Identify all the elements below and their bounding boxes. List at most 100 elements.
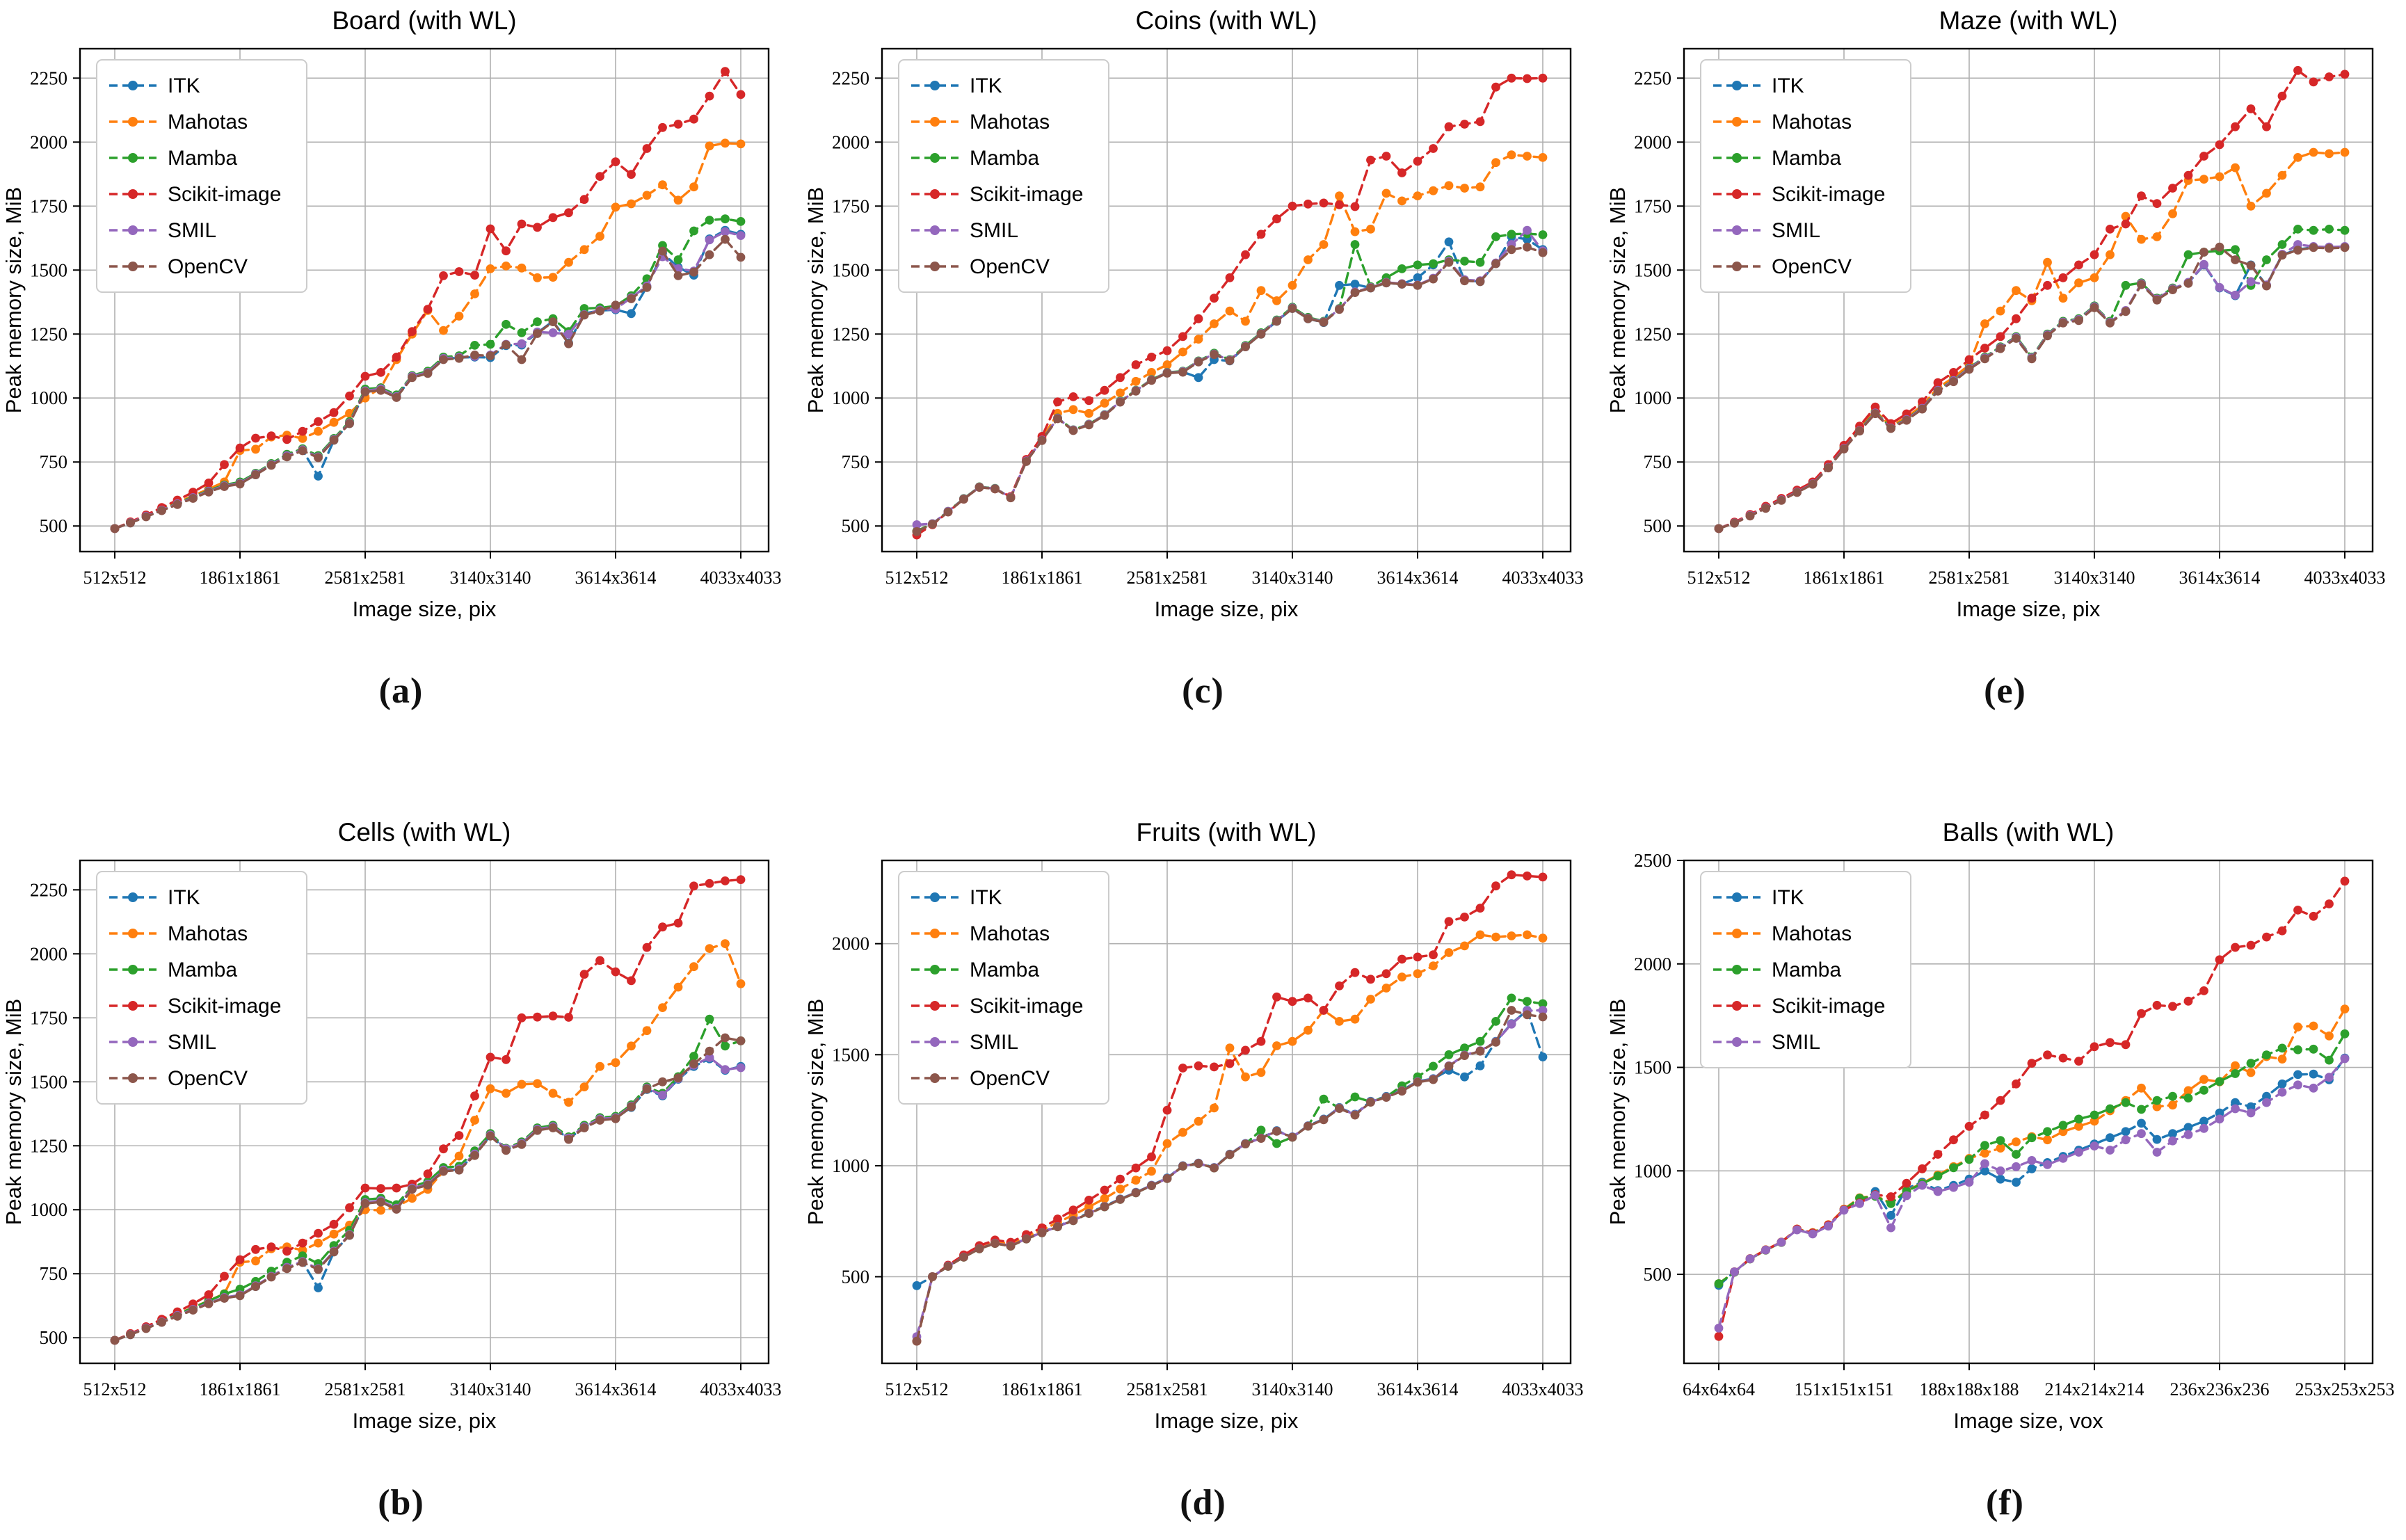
x-tick-label: 1861x1861 xyxy=(1002,568,1083,588)
x-axis-label: Image size, pix xyxy=(1155,1409,1299,1433)
y-axis-label: Peak memory size, MiB xyxy=(1605,187,1630,414)
axes-frame xyxy=(881,47,1572,553)
legend-marker-mahotas xyxy=(930,929,940,938)
legend-marker-mamba xyxy=(128,153,138,163)
y-tick-label: 1500 xyxy=(30,259,67,280)
y-tick-label: 2250 xyxy=(30,879,67,900)
x-tick-label: 512x512 xyxy=(885,568,949,588)
legend-marker-smil xyxy=(1732,225,1742,235)
legend-label-mahotas: Mahotas xyxy=(970,111,1050,134)
x-tick-label: 3614x3614 xyxy=(575,1379,657,1399)
legend-label-opencv: OpenCV xyxy=(970,1067,1050,1090)
legend-label-mahotas: Mahotas xyxy=(168,111,248,134)
caption-e: (e) xyxy=(1984,671,2026,711)
legend-label-mamba: Mamba xyxy=(1772,147,1841,170)
legend-label-mamba: Mamba xyxy=(970,959,1039,981)
x-tick-label: 2581x2581 xyxy=(1929,568,2010,588)
legend-marker-smil xyxy=(930,225,940,235)
series-opencv xyxy=(110,234,746,534)
y-tick-label: 1000 xyxy=(30,1199,67,1220)
legend-label-scikit-image: Scikit-image xyxy=(970,995,1083,1018)
y-tick-label: 1500 xyxy=(30,1071,67,1092)
y-tick-label: 1750 xyxy=(30,195,67,216)
chart-title: Balls (with WL) xyxy=(1943,818,2115,847)
axes-frame xyxy=(79,47,770,553)
y-tick-label: 1500 xyxy=(1634,259,1671,280)
axes-frame xyxy=(79,859,770,1365)
x-tick-label: 188x188x188 xyxy=(1920,1379,2019,1399)
y-axis-label: Peak memory size, MiB xyxy=(1605,999,1630,1226)
x-tick-label: 3140x3140 xyxy=(2054,568,2135,588)
x-tick-label: 3140x3140 xyxy=(450,1379,531,1399)
y-tick-label: 1250 xyxy=(1634,323,1671,344)
legend-label-opencv: OpenCV xyxy=(1772,255,1852,278)
y-tick-label: 500 xyxy=(842,1267,870,1288)
x-tick-label: 1861x1861 xyxy=(1002,1379,1083,1399)
legend-label-mamba: Mamba xyxy=(1772,959,1841,981)
x-tick-label: 3140x3140 xyxy=(1252,568,1333,588)
y-tick-label: 1500 xyxy=(832,1044,869,1065)
x-tick-label: 236x236x236 xyxy=(2170,1379,2270,1399)
x-tick-label: 2581x2581 xyxy=(1127,1379,1208,1399)
y-tick-label: 1000 xyxy=(1634,387,1671,408)
y-tick-label: 750 xyxy=(40,451,68,472)
chart-title: Cells (with WL) xyxy=(338,818,511,847)
legend: ITK Mahotas Mamba Scikit-image SMIL OpenCV xyxy=(898,871,1109,1105)
chart-canvas-cells: 512x512 1861x1861 2581x2581 3140x3140 3614x3… xyxy=(1,818,782,1433)
y-tick-label: 2500 xyxy=(1634,850,1671,871)
x-tick-label: 3140x3140 xyxy=(1252,1379,1333,1399)
y-tick-label: 500 xyxy=(1644,1264,1672,1285)
legend-marker-scikit-image xyxy=(930,189,940,199)
y-axis-label: Peak memory size, MiB xyxy=(803,999,828,1226)
series-opencv xyxy=(912,242,1548,536)
x-tick-label: 1861x1861 xyxy=(1804,568,1885,588)
legend-label-smil: SMIL xyxy=(168,219,216,242)
caption-a: (a) xyxy=(378,671,424,711)
series-itk xyxy=(1714,1053,2350,1290)
legend-marker-mahotas xyxy=(930,117,940,127)
x-tick-label: 512x512 xyxy=(83,1379,147,1399)
legend-label-mahotas: Mahotas xyxy=(1772,111,1852,134)
y-tick-label: 750 xyxy=(1644,451,1672,472)
legend-marker-mamba xyxy=(1732,965,1742,974)
y-tick-label: 500 xyxy=(1644,515,1672,536)
gridlines xyxy=(882,49,1571,552)
legend-label-smil: SMIL xyxy=(1772,219,1820,242)
x-axis-label: Image size, pix xyxy=(1957,597,2101,621)
x-tick-label: 1861x1861 xyxy=(200,1379,281,1399)
legend-marker-scikit-image xyxy=(128,1001,138,1011)
legend-label-opencv: OpenCV xyxy=(168,1067,248,1090)
series-opencv xyxy=(110,1033,746,1345)
legend-label-scikit-image: Scikit-image xyxy=(1772,183,1885,206)
caption-d: (d) xyxy=(1180,1483,1226,1523)
axis-ticks: 512x512 1861x1861 2581x2581 3140x3140 3614x3… xyxy=(1634,67,2386,588)
legend-label-smil: SMIL xyxy=(970,219,1018,242)
caption-c: (c) xyxy=(1182,671,1224,711)
axes-frame xyxy=(1683,47,2374,553)
x-tick-label: 2581x2581 xyxy=(325,568,406,588)
legend-marker-itk xyxy=(1732,892,1742,902)
legend-label-mamba: Mamba xyxy=(168,147,237,170)
legend-marker-opencv xyxy=(128,1073,138,1083)
y-tick-label: 1750 xyxy=(832,195,869,216)
axes-frame xyxy=(881,859,1572,1365)
legend-marker-itk xyxy=(128,892,138,902)
series-opencv xyxy=(912,1006,1548,1346)
x-tick-label: 4033x4033 xyxy=(700,568,782,588)
legend-marker-mamba xyxy=(128,965,138,974)
y-axis-label: Peak memory size, MiB xyxy=(1,999,26,1226)
legend-label-mahotas: Mahotas xyxy=(168,922,248,945)
series-smil xyxy=(1714,1054,2350,1333)
legend-label-itk: ITK xyxy=(1772,886,1804,909)
legend-marker-itk xyxy=(128,81,138,90)
axis-ticks: 512x512 1861x1861 2581x2581 3140x3140 3614x3… xyxy=(832,933,1584,1399)
legend: ITK Mahotas Mamba Scikit-image SMIL OpenCV xyxy=(1700,59,1911,293)
chart-canvas-coins: 512x512 1861x1861 2581x2581 3140x3140 3614x3… xyxy=(803,6,1584,621)
legend-marker-mamba xyxy=(930,965,940,974)
legend-marker-smil xyxy=(1732,1037,1742,1047)
y-tick-label: 2000 xyxy=(832,131,869,152)
legend-marker-mahotas xyxy=(1732,929,1742,938)
subplot-f: 64x64x64 151x151x151 188x188x188 214x214x21… xyxy=(1604,770,2406,1540)
legend-marker-smil xyxy=(128,225,138,235)
